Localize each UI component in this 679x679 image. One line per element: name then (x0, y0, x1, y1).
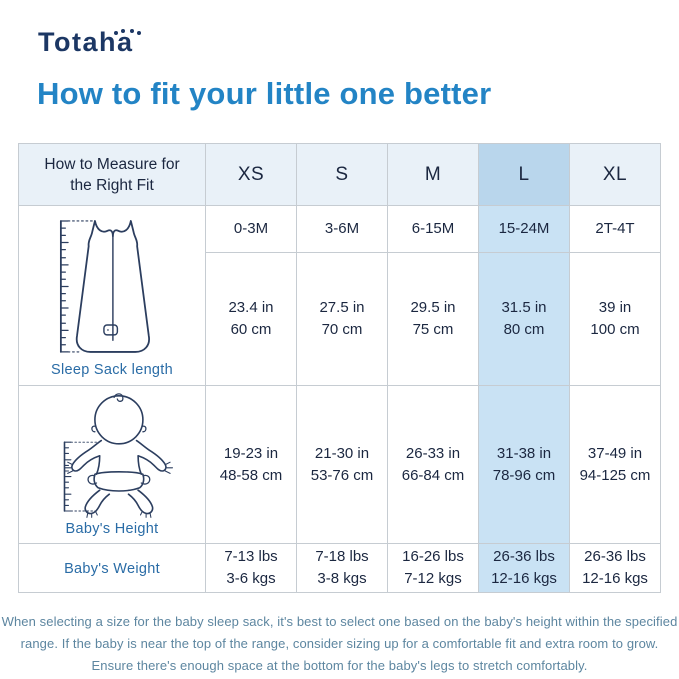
height-in: 37-49 in (587, 444, 643, 462)
height-in: 19-23 in (223, 444, 279, 462)
height-cell-l-highlighted: 31-38 in 78-96 cm (479, 386, 570, 544)
age-cell-l-highlighted: 15-24M (479, 206, 570, 253)
baby-weight-label-cell: Baby's Weight (19, 544, 206, 593)
age-cell-s: 3-6M (297, 206, 388, 253)
length-cell-xl: 39 in 100 cm (570, 253, 661, 386)
length-cell-l-highlighted: 31.5 in 80 cm (479, 253, 570, 386)
height-cell-s: 21-30 in 53-76 cm (297, 386, 388, 544)
weight-lbs: 26-36 lbs (493, 548, 555, 565)
height-cm: 48-58 cm (219, 466, 283, 484)
length-cm: 70 cm (321, 321, 363, 338)
baby-icon (63, 392, 173, 518)
size-header-xl: XL (570, 144, 661, 206)
height-in: 21-30 in (314, 444, 370, 462)
page-title: How to fit your little one better (37, 76, 492, 111)
length-in: 29.5 in (410, 299, 456, 316)
babys-weight-label: Baby's Weight (64, 561, 160, 577)
size-header-s: S (297, 144, 388, 206)
weight-kgs: 12-16 kgs (582, 570, 648, 587)
length-cm: 100 cm (590, 321, 640, 338)
size-header-xs: XS (206, 144, 297, 206)
length-cm: 60 cm (230, 321, 272, 338)
weight-kgs: 12-16 kgs (491, 570, 557, 587)
babys-height-label: Baby's Height (65, 520, 159, 537)
height-cell-xs: 19-23 in 48-58 cm (206, 386, 297, 544)
weight-kgs: 3-6 kgs (226, 570, 276, 587)
height-cm: 66-84 cm (401, 466, 465, 484)
size-chart-table: How to Measure for the Right Fit XS S M … (18, 143, 661, 593)
age-cell-xs: 0-3M (206, 206, 297, 253)
height-cm: 94-125 cm (579, 466, 651, 484)
length-cell-xs: 23.4 in 60 cm (206, 253, 297, 386)
weight-cell-s: 7-18 lbs 3-8 kgs (297, 544, 388, 593)
size-header-l-highlighted: L (479, 144, 570, 206)
weight-lbs: 7-18 lbs (315, 548, 369, 565)
table-corner-header: How to Measure for the Right Fit (19, 144, 206, 206)
sizing-advice-line: When selecting a size for the baby sleep… (1, 614, 678, 629)
length-in: 31.5 in (501, 299, 547, 316)
brand-logo: Totaha (38, 27, 134, 58)
height-cm: 53-76 cm (310, 466, 374, 484)
size-header-m: M (388, 144, 479, 206)
sleep-sack-icon (59, 219, 150, 353)
sleep-sack-length-label: Sleep Sack length (51, 361, 173, 378)
weight-lbs: 26-36 lbs (584, 548, 646, 565)
weight-lbs: 7-13 lbs (224, 548, 278, 565)
height-cell-xl: 37-49 in 94-125 cm (570, 386, 661, 544)
weight-cell-m: 16-26 lbs 7-12 kgs (388, 544, 479, 593)
weight-cell-l-highlighted: 26-36 lbs 12-16 kgs (479, 544, 570, 593)
sizing-advice-line: range. If the baby is near the top of th… (20, 636, 659, 651)
age-cell-xl: 2T-4T (570, 206, 661, 253)
brand-logo-text: Totaha (38, 27, 134, 57)
weight-lbs: 16-26 lbs (402, 548, 464, 565)
length-in: 39 in (598, 299, 632, 316)
height-cm: 78-96 cm (492, 466, 556, 484)
weight-kgs: 3-8 kgs (317, 570, 367, 587)
sleep-sack-measure-cell: Sleep Sack length (19, 206, 206, 386)
length-cell-s: 27.5 in 70 cm (297, 253, 388, 386)
length-in: 23.4 in (228, 299, 274, 316)
length-cell-m: 29.5 in 75 cm (388, 253, 479, 386)
length-in: 27.5 in (319, 299, 365, 316)
sizing-advice-note: When selecting a size for the baby sleep… (0, 611, 679, 677)
length-cm: 75 cm (412, 321, 454, 338)
sizing-advice-line: Ensure there's enough space at the botto… (91, 658, 588, 673)
height-in: 26-33 in (405, 444, 461, 462)
weight-kgs: 7-12 kgs (404, 570, 462, 587)
baby-height-measure-cell: Baby's Height (19, 386, 206, 544)
weight-cell-xl: 26-36 lbs 12-16 kgs (570, 544, 661, 593)
weight-cell-xs: 7-13 lbs 3-6 kgs (206, 544, 297, 593)
age-cell-m: 6-15M (388, 206, 479, 253)
height-cell-m: 26-33 in 66-84 cm (388, 386, 479, 544)
length-cm: 80 cm (503, 321, 545, 338)
height-in: 31-38 in (496, 444, 552, 462)
